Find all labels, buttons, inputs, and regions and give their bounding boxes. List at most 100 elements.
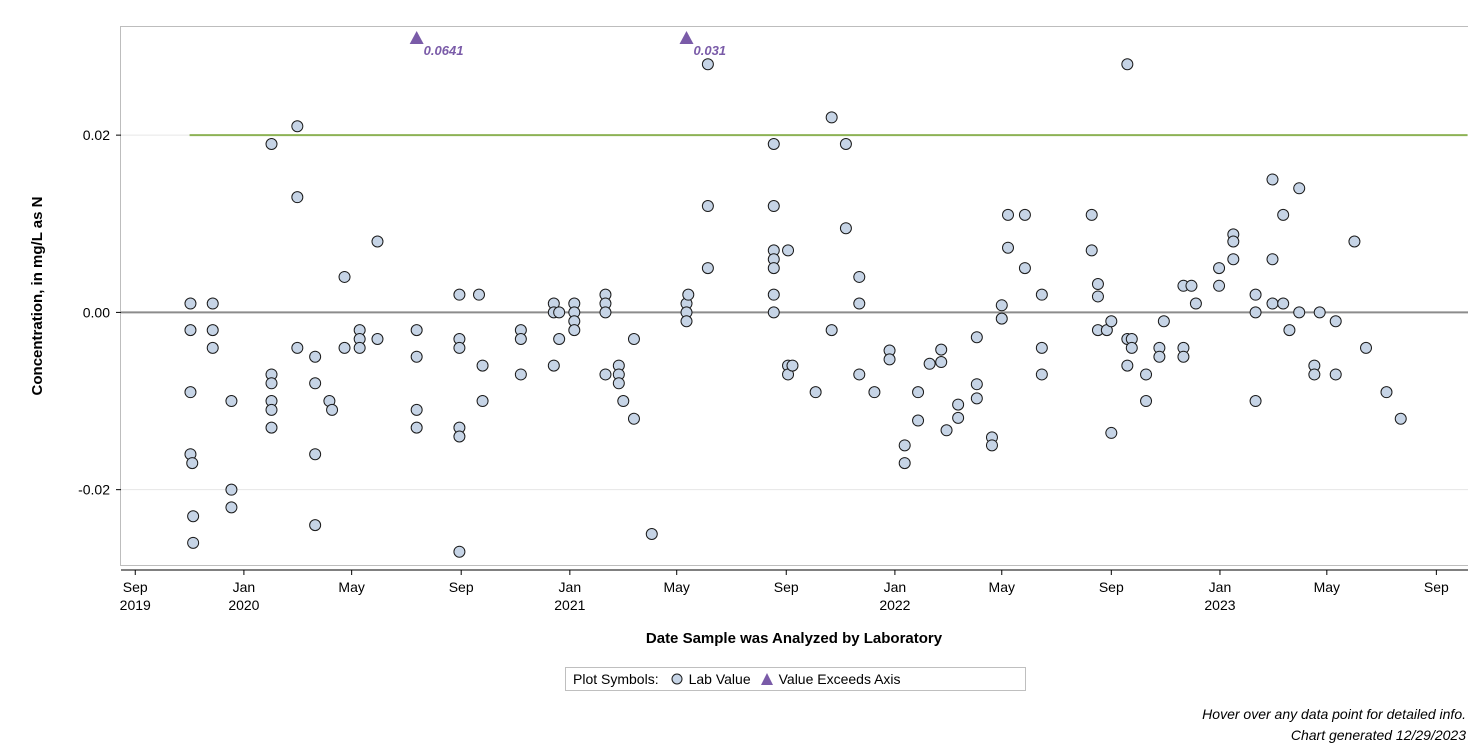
x-tick-label: Sep [1099, 579, 1124, 595]
data-point [767, 200, 780, 213]
legend-entry-lab-value: Lab Value [671, 671, 751, 687]
data-point [473, 288, 486, 301]
data-point [767, 288, 780, 301]
data-point [680, 315, 693, 328]
data-point [1121, 58, 1134, 71]
data-point [453, 545, 466, 558]
data-point [1035, 368, 1048, 381]
data-point [912, 386, 925, 399]
data-point [1394, 412, 1407, 425]
exceeds-axis-value-label: 0.031 [694, 43, 727, 58]
x-tick-year-label: 2022 [879, 597, 910, 613]
data-point [353, 341, 366, 354]
data-point [970, 331, 983, 344]
data-point [1277, 297, 1290, 310]
data-point [410, 350, 423, 363]
data-point [627, 412, 640, 425]
exceeds-axis-marker [679, 31, 694, 44]
data-point [599, 306, 612, 319]
data-point [453, 288, 466, 301]
data-point [225, 483, 238, 496]
legend-title: Plot Symbols: [573, 671, 659, 687]
x-tick-label: May [338, 579, 364, 595]
data-point [1360, 341, 1373, 354]
exceeds-axis-value-label: 0.0641 [424, 43, 464, 58]
data-point [1085, 244, 1098, 257]
data-point [184, 386, 197, 399]
data-point [265, 421, 278, 434]
data-point [940, 424, 953, 437]
data-point [291, 341, 304, 354]
data-point [1185, 279, 1198, 292]
legend-label: Value Exceeds Axis [778, 671, 901, 687]
data-point [265, 377, 278, 390]
data-point [645, 527, 658, 540]
data-point [786, 359, 799, 372]
hover-note: Hover over any data point for detailed i… [1202, 706, 1466, 722]
data-point [682, 288, 695, 301]
generated-note: Chart generated 12/29/2023 [1290, 727, 1466, 743]
data-point [898, 439, 911, 452]
x-tick-year-label: 2021 [554, 597, 585, 613]
data-point [1091, 290, 1104, 303]
data-point [825, 324, 838, 337]
data-point [1002, 241, 1015, 254]
data-point [547, 359, 560, 372]
legend: Plot Symbols: Lab Value Value Exceeds Ax… [565, 667, 1026, 691]
data-point [1002, 208, 1015, 221]
data-point [883, 353, 896, 366]
data-point [1249, 288, 1262, 301]
data-point [184, 324, 197, 337]
data-point [1329, 368, 1342, 381]
plot-frame [120, 26, 1468, 566]
data-point [338, 270, 351, 283]
data-point [453, 430, 466, 443]
data-point [410, 324, 423, 337]
data-point [1249, 306, 1262, 319]
x-tick-label: Sep [123, 579, 148, 595]
data-point [935, 343, 948, 356]
data-point [1329, 315, 1342, 328]
data-point [309, 448, 322, 461]
exceeds-axis-marker [409, 31, 424, 44]
data-point [1293, 306, 1306, 319]
legend-label: Lab Value [688, 671, 751, 687]
data-point [1293, 182, 1306, 195]
data-point [514, 332, 527, 345]
data-point [187, 536, 200, 549]
x-tick-label: May [989, 579, 1015, 595]
data-point [809, 386, 822, 399]
data-point [553, 306, 566, 319]
data-point [1266, 297, 1279, 310]
data-point [206, 341, 219, 354]
x-tick-year-label: 2023 [1204, 597, 1235, 613]
data-point [206, 297, 219, 310]
data-point [371, 235, 384, 248]
data-point [952, 411, 965, 424]
data-point [701, 58, 714, 71]
x-tick-label: Sep [449, 579, 474, 595]
data-point [1227, 253, 1240, 266]
data-point [410, 421, 423, 434]
data-point [868, 386, 881, 399]
exceed-markers: 0.0641 0.031 [409, 31, 727, 58]
x-tick-label: Jan [1209, 579, 1232, 595]
data-point [1283, 324, 1296, 337]
data-point [853, 297, 866, 310]
data-point [265, 137, 278, 150]
data-point [1105, 315, 1118, 328]
data-point [853, 368, 866, 381]
data-point [1308, 368, 1321, 381]
data-point [291, 191, 304, 204]
y-axis-title: Concentration, in mg/L as N [29, 197, 46, 396]
data-point [1157, 315, 1170, 328]
data-point [1091, 278, 1104, 291]
x-tick-year-label: 2020 [228, 597, 259, 613]
data-point [1105, 426, 1118, 439]
data-point [970, 392, 983, 405]
x-axis-title: Date Sample was Analyzed by Laboratory [646, 630, 943, 647]
data-point [187, 510, 200, 523]
data-point [291, 120, 304, 133]
data-point [839, 222, 852, 235]
